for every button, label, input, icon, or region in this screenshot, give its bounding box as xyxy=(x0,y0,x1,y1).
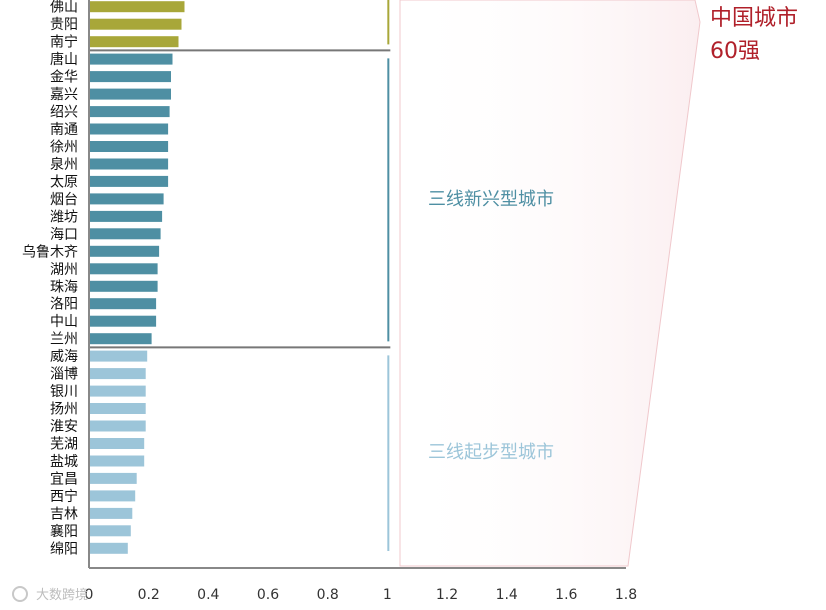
x-tick-label: 0.8 xyxy=(317,587,339,603)
x-tick-label: 1.2 xyxy=(436,587,458,603)
category-label: 嘉兴 xyxy=(50,87,78,103)
bar xyxy=(90,263,158,275)
bar xyxy=(90,158,169,170)
bar xyxy=(90,298,157,310)
category-label: 佛山 xyxy=(50,0,78,16)
top-60-panel xyxy=(399,0,701,567)
x-tick-label: 1.8 xyxy=(615,587,637,603)
bar xyxy=(90,455,145,467)
category-label: 烟台 xyxy=(50,192,78,208)
panel-label-line2: 60强 xyxy=(710,39,760,64)
category-label: 西宁 xyxy=(50,488,78,505)
category-label: 宜昌 xyxy=(50,471,78,487)
category-label: 洛阳 xyxy=(50,297,78,313)
watermark-logo-icon xyxy=(12,586,28,602)
bar xyxy=(90,1,185,13)
category-label: 贵阳 xyxy=(50,17,78,33)
bar xyxy=(90,123,169,135)
bar xyxy=(90,315,157,327)
bar xyxy=(90,141,169,152)
bar xyxy=(90,403,146,414)
bar xyxy=(90,472,137,484)
bar xyxy=(90,88,171,100)
bar xyxy=(90,71,171,83)
category-label: 淮安 xyxy=(50,419,78,435)
category-label: 吉林 xyxy=(50,506,78,522)
category-label: 中山 xyxy=(50,314,78,330)
bar xyxy=(90,228,161,240)
x-tick-label: 0.4 xyxy=(197,587,219,603)
bar xyxy=(90,245,160,257)
category-label: 太原 xyxy=(50,174,78,190)
bar xyxy=(90,210,163,222)
category-label: 盐城 xyxy=(50,454,78,470)
bar xyxy=(90,280,158,292)
category-label: 泉州 xyxy=(50,156,78,173)
x-tick-labels: 0 0.2 0.4 0.6 0.8 1 1.2 1.4 1.6 1.8 xyxy=(85,587,638,603)
bar xyxy=(90,507,133,519)
bars-group xyxy=(90,1,185,554)
bar xyxy=(90,542,128,554)
tier-label: 三线起步型城市 xyxy=(428,442,554,463)
x-tick-label: 0 xyxy=(85,587,94,603)
bar xyxy=(90,350,148,362)
bar xyxy=(90,420,146,432)
bar xyxy=(90,525,131,537)
category-label: 金华 xyxy=(50,70,78,86)
tier-label: 三线新兴型城市 xyxy=(428,189,554,210)
category-label: 淄博 xyxy=(50,366,78,383)
x-tick-label: 0.6 xyxy=(257,587,279,603)
category-label: 兰州 xyxy=(50,332,78,348)
x-tick-label: 0.2 xyxy=(138,587,160,603)
bar xyxy=(90,175,169,187)
x-tick-label: 1.6 xyxy=(555,587,577,603)
category-label: 海口 xyxy=(50,227,78,243)
bar xyxy=(90,18,182,30)
category-labels: 佛山贵阳南宁唐山金华嘉兴绍兴南通徐州泉州太原烟台潍坊海口乌鲁木齐湖州珠海洛阳中山… xyxy=(22,0,78,557)
category-label: 南通 xyxy=(50,122,78,138)
category-label: 芜湖 xyxy=(50,436,78,453)
bar xyxy=(90,490,136,502)
category-label: 威海 xyxy=(50,349,78,365)
category-label: 乌鲁木齐 xyxy=(22,244,78,260)
category-label: 南宁 xyxy=(50,34,78,51)
bar xyxy=(90,53,173,65)
category-label: 徐州 xyxy=(50,140,78,156)
group-separators xyxy=(89,0,391,551)
bar xyxy=(90,36,179,48)
watermark: 大数跨境 xyxy=(12,586,88,603)
panel-label-line1: 中国城市 xyxy=(710,6,798,31)
bar xyxy=(90,438,145,449)
category-label: 潍坊 xyxy=(50,209,78,225)
category-label: 扬州 xyxy=(50,402,78,418)
category-label: 银川 xyxy=(50,384,78,400)
category-label: 襄阳 xyxy=(50,524,78,540)
category-label: 唐山 xyxy=(50,51,78,68)
bar xyxy=(90,193,164,205)
bar xyxy=(90,106,170,118)
category-label: 珠海 xyxy=(50,279,78,295)
bar xyxy=(90,385,146,397)
category-label: 绵阳 xyxy=(50,540,78,557)
bar xyxy=(90,333,152,345)
watermark-text: 大数跨境 xyxy=(36,588,88,603)
x-tick-label: 1 xyxy=(383,587,392,603)
category-label: 绍兴 xyxy=(50,105,78,121)
bar xyxy=(90,368,146,380)
x-tick-label: 1.4 xyxy=(496,587,518,603)
category-label: 湖州 xyxy=(50,262,78,278)
